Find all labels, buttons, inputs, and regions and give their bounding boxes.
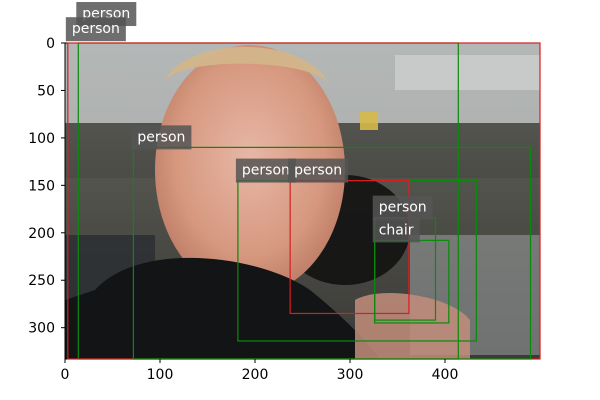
x-tick-label-0: 0 (61, 367, 70, 383)
bbox-label-bg-2 (131, 125, 192, 150)
bbox-label-1: person (72, 21, 120, 37)
x-tick-label-1: 100 (147, 367, 174, 383)
bbox-label-6: chair (379, 222, 414, 238)
bbox-label-bg-5 (372, 195, 433, 220)
y-tick-label-0: 0 (46, 36, 55, 52)
x-tick-label-4: 400 (432, 367, 459, 383)
y-tick-label-6: 300 (28, 321, 55, 337)
bbox-label-5: person (379, 200, 427, 216)
y-tick-label-3: 150 (28, 178, 55, 194)
y-tick-label-4: 200 (28, 226, 55, 242)
bbox-label-4: person (294, 163, 342, 179)
bbox-2-person (132, 146, 532, 360)
x-tick-label-3: 300 (337, 367, 364, 383)
detection-boxes (67, 42, 541, 360)
bbox-label-bg-6 (372, 218, 420, 243)
y-tick-label-5: 250 (28, 273, 55, 289)
bbox-label-bg-3 (235, 158, 296, 183)
bbox-label-bg-1 (65, 17, 126, 42)
photo (65, 43, 540, 359)
y-tick-label-2: 100 (28, 131, 55, 147)
bbox-label-2: person (137, 129, 185, 145)
bbox-label-bg-4 (288, 158, 349, 183)
axis-ticks: 0 100 200 300 400 0 50 100 150 200 250 300 (28, 36, 458, 383)
y-tick-label-1: 50 (37, 83, 55, 99)
bbox-4-person (289, 179, 410, 315)
bbox-label-3: person (242, 163, 290, 179)
x-tick-label-2: 200 (242, 367, 269, 383)
